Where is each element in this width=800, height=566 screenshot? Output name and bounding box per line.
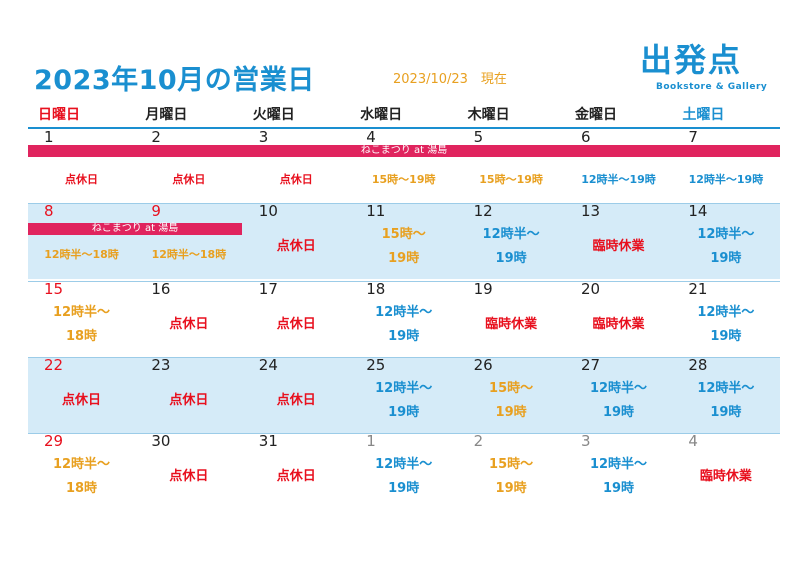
row-divider bbox=[28, 203, 780, 204]
day-number: 21 bbox=[688, 280, 708, 298]
day-status: 点休日 bbox=[169, 393, 209, 408]
day-status: 点休日 bbox=[276, 469, 316, 484]
day-number: 9 bbox=[151, 202, 161, 220]
day-number: 27 bbox=[581, 356, 601, 374]
day-number: 25 bbox=[366, 356, 386, 374]
day-status: 12時半～19時 bbox=[581, 173, 656, 186]
day-number: 15 bbox=[44, 280, 64, 298]
day-number: 23 bbox=[151, 356, 171, 374]
day-status: 12時半～ 19時 bbox=[375, 305, 433, 344]
day-status: 点休日 bbox=[276, 393, 316, 408]
day-number: 22 bbox=[44, 356, 64, 374]
day-number: 1 bbox=[44, 128, 54, 146]
day-number: 8 bbox=[44, 202, 54, 220]
day-status: 12時半～ 18時 bbox=[52, 457, 111, 496]
day-status: 12時半～ 19時 bbox=[697, 227, 755, 266]
as-of-date: 2023/10/23 現在 bbox=[393, 72, 507, 87]
day-status: 12時半～ 19時 bbox=[589, 381, 648, 420]
day-number: 7 bbox=[688, 128, 698, 146]
day-number: 29 bbox=[44, 432, 64, 450]
day-status: 12時半～ 19時 bbox=[697, 305, 755, 344]
logo-mark: 出発点 bbox=[640, 41, 743, 79]
day-status: 点休日 bbox=[169, 469, 209, 484]
weekday-header: 木曜日 bbox=[467, 107, 510, 123]
day-number: 1 bbox=[366, 432, 376, 450]
day-status: 点休日 bbox=[169, 317, 209, 332]
day-status: 15時～ 19時 bbox=[381, 227, 426, 266]
day-number: 14 bbox=[688, 202, 708, 220]
day-number: 17 bbox=[258, 280, 278, 298]
day-number: 3 bbox=[581, 432, 591, 450]
day-number: 10 bbox=[258, 202, 278, 220]
day-status: 12時半～18時 bbox=[44, 248, 119, 261]
day-status: 12時半～ 19時 bbox=[589, 457, 648, 496]
row-divider bbox=[28, 433, 780, 434]
day-number: 2 bbox=[151, 128, 161, 146]
day-number: 16 bbox=[151, 280, 171, 298]
day-status: 15時～19時 bbox=[371, 173, 436, 186]
row-divider bbox=[28, 281, 780, 282]
day-status: 点休日 bbox=[276, 317, 316, 332]
day-number: 11 bbox=[366, 202, 386, 220]
day-status: 点休日 bbox=[61, 393, 101, 408]
day-number: 30 bbox=[151, 432, 171, 450]
day-status: 12時半～ 19時 bbox=[375, 457, 433, 496]
logo-subtitle: Bookstore & Gallery bbox=[656, 82, 768, 92]
event-banner: ねこまつり at 湯島 bbox=[28, 145, 780, 157]
day-number: 28 bbox=[688, 356, 708, 374]
weekday-header: 土曜日 bbox=[682, 107, 725, 123]
day-status: 点休日 bbox=[276, 239, 316, 254]
day-status: 臨時休業 bbox=[592, 317, 645, 332]
weekday-header: 水曜日 bbox=[360, 107, 403, 123]
page-title: 2023年10月の営業日 bbox=[34, 65, 315, 96]
day-status: 点休日 bbox=[65, 173, 98, 186]
calendar: 日曜日 月曜日 火曜日 水曜日 木曜日 金曜日 土曜日 1 点休日 2 点休日 3 点休日 4 15時～19… bbox=[28, 104, 780, 509]
day-number: 3 bbox=[258, 128, 269, 146]
weekday-header: 金曜日 bbox=[575, 107, 617, 123]
day-status: 点休日 bbox=[172, 173, 206, 186]
day-number: 18 bbox=[366, 280, 386, 298]
day-number: 31 bbox=[258, 432, 278, 450]
day-number: 12 bbox=[473, 202, 493, 220]
day-number: 6 bbox=[581, 128, 591, 146]
day-status: 臨時休業 bbox=[485, 317, 538, 332]
day-status: 点休日 bbox=[279, 173, 313, 186]
day-status: 12時半～18時 bbox=[151, 248, 227, 261]
day-number: 4 bbox=[366, 128, 376, 146]
day-number: 19 bbox=[473, 280, 493, 298]
day-number: 24 bbox=[258, 356, 278, 374]
day-status: 15時～ 19時 bbox=[489, 457, 534, 496]
week-row-background bbox=[28, 203, 780, 279]
day-number: 5 bbox=[473, 128, 484, 146]
day-status: 臨時休業 bbox=[699, 469, 752, 484]
row-divider bbox=[28, 357, 780, 358]
day-status: 12時半～ 19時 bbox=[482, 227, 540, 266]
day-number: 4 bbox=[688, 432, 698, 450]
day-status: 臨時休業 bbox=[592, 239, 645, 254]
event-banner: ねこまつり at 湯島 bbox=[28, 223, 242, 235]
day-number: 20 bbox=[581, 280, 601, 298]
day-status: 15時～ 19時 bbox=[489, 381, 534, 420]
day-status: 12時半～ 19時 bbox=[697, 381, 755, 420]
weekday-header: 火曜日 bbox=[252, 107, 295, 123]
header-divider bbox=[28, 127, 780, 129]
weekday-header: 日曜日 bbox=[38, 107, 80, 123]
week-row-background bbox=[28, 357, 780, 433]
weekday-header: 月曜日 bbox=[145, 107, 188, 123]
day-status: 12時半～ 19時 bbox=[375, 381, 433, 420]
day-number: 2 bbox=[473, 432, 484, 450]
day-number: 26 bbox=[473, 356, 493, 374]
logo: 出発点 Bookstore & Gallery bbox=[640, 40, 770, 98]
day-status: 15時～19時 bbox=[479, 173, 543, 186]
day-status: 12時半～19時 bbox=[688, 173, 764, 186]
day-status: 12時半～ 18時 bbox=[52, 305, 111, 344]
day-number: 13 bbox=[581, 202, 601, 220]
